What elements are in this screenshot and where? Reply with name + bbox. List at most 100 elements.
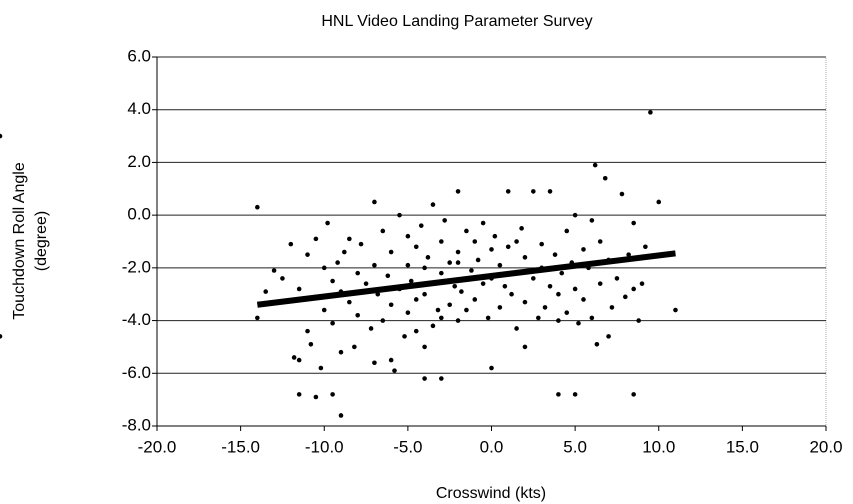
point — [489, 365, 494, 371]
point — [564, 310, 570, 315]
x-tick-label: 10.0 — [642, 437, 675, 456]
point — [497, 262, 503, 268]
point — [509, 291, 514, 297]
point — [430, 202, 436, 207]
point — [455, 249, 461, 255]
point — [263, 289, 269, 294]
point — [556, 392, 561, 397]
y-axis-label: Touchdown Roll Angle — [11, 162, 28, 320]
point — [631, 220, 636, 226]
point — [313, 394, 319, 400]
point — [619, 191, 625, 197]
point — [469, 268, 474, 273]
point — [388, 302, 394, 308]
point — [402, 334, 407, 339]
point — [422, 376, 427, 381]
point — [459, 289, 464, 294]
point — [425, 255, 431, 260]
x-tick-label: 5.0 — [563, 437, 587, 456]
y-tick-label: 4.0 — [127, 99, 151, 118]
point — [305, 328, 310, 334]
point — [291, 355, 297, 360]
point — [539, 241, 544, 247]
point — [271, 268, 277, 273]
point — [594, 341, 600, 347]
point — [455, 260, 461, 265]
point — [514, 239, 519, 244]
point — [631, 392, 636, 397]
point — [368, 326, 374, 331]
point — [330, 320, 335, 326]
point — [547, 189, 553, 194]
point — [439, 315, 444, 321]
point — [472, 239, 478, 244]
point — [363, 281, 369, 286]
point — [338, 413, 344, 418]
point — [397, 212, 402, 218]
y-tick-label: -2.0 — [122, 257, 151, 276]
point — [385, 273, 391, 279]
point — [542, 305, 548, 310]
point — [606, 334, 611, 339]
point — [347, 299, 352, 305]
point — [318, 365, 324, 371]
point — [422, 265, 427, 271]
point — [592, 162, 598, 168]
point — [372, 199, 377, 205]
y-tick-label: -6.0 — [122, 363, 151, 382]
point — [464, 307, 469, 313]
point — [452, 284, 458, 289]
point — [480, 220, 486, 226]
point — [439, 270, 444, 276]
point — [280, 276, 285, 281]
point — [556, 291, 561, 297]
y-axis-label: (degree) — [33, 211, 50, 271]
point — [405, 262, 411, 268]
point — [335, 260, 340, 265]
point — [430, 323, 436, 329]
x-tick-label: -10.0 — [305, 437, 344, 456]
point — [455, 189, 461, 194]
y-tick-label: -8.0 — [122, 415, 151, 434]
point — [372, 262, 377, 268]
point — [325, 220, 330, 226]
point — [589, 218, 595, 223]
point — [288, 241, 294, 247]
point — [347, 236, 352, 242]
point — [447, 260, 452, 265]
point — [547, 284, 553, 289]
point — [321, 307, 327, 313]
point — [576, 320, 581, 326]
point — [552, 252, 558, 257]
point — [581, 247, 586, 252]
point — [609, 305, 615, 310]
point — [338, 349, 344, 355]
point — [581, 297, 586, 302]
point — [405, 310, 411, 315]
point — [559, 270, 565, 276]
point — [631, 286, 636, 292]
point — [643, 244, 648, 250]
point — [564, 228, 570, 234]
point — [422, 291, 427, 297]
point — [413, 297, 419, 302]
plot-area — [156, 56, 827, 427]
point — [673, 307, 678, 313]
point — [531, 189, 536, 194]
point — [626, 252, 631, 257]
y-tick-label: 2.0 — [127, 152, 151, 171]
point — [602, 175, 608, 181]
point — [497, 305, 503, 310]
point — [556, 318, 561, 323]
point — [380, 318, 386, 323]
point — [614, 276, 620, 281]
point — [639, 281, 645, 286]
point — [475, 257, 481, 263]
point — [572, 286, 578, 292]
point — [355, 270, 361, 276]
point — [380, 228, 386, 234]
point — [572, 212, 578, 218]
y-tick-label: 6.0 — [127, 46, 151, 65]
point — [522, 344, 528, 350]
point — [439, 239, 444, 244]
